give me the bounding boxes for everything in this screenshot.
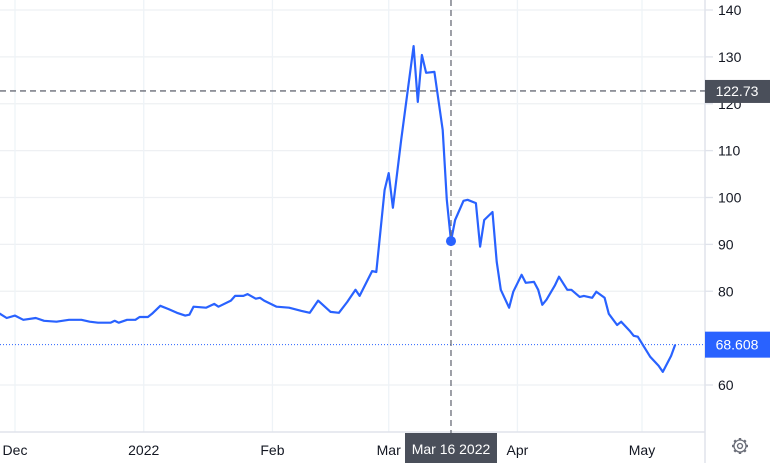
x-tick-label: Feb — [260, 442, 284, 458]
hover-point — [445, 236, 456, 247]
x-tick-label: Mar — [377, 442, 401, 458]
x-tick-label: Apr — [507, 442, 529, 458]
gear-icon[interactable] — [732, 438, 748, 454]
y-tick-label: 80 — [718, 283, 734, 299]
svg-text:Mar 16 2022: Mar 16 2022 — [412, 441, 491, 457]
y-tick-label: 90 — [718, 236, 734, 252]
series-line — [0, 45, 677, 373]
x-tick-label: Dec — [3, 442, 28, 458]
last-value-label: 68.608 — [705, 331, 770, 358]
crosshair-date-label: Mar 16 2022 — [404, 433, 497, 463]
y-tick-label: 130 — [718, 49, 742, 65]
x-axis[interactable]: Dec 2022 Feb Mar Apr May — [3, 442, 656, 458]
y-tick-label: 140 — [718, 2, 742, 18]
svg-text:68.608: 68.608 — [716, 337, 759, 353]
y-tick-label: 110 — [718, 143, 741, 159]
svg-text:122.73: 122.73 — [716, 83, 759, 99]
y-tick-label: 60 — [718, 377, 734, 393]
crosshair-price-label: 122.73 — [705, 79, 770, 103]
y-tick-label: 100 — [718, 190, 742, 206]
x-tick-label: 2022 — [128, 442, 159, 458]
grid — [0, 0, 705, 432]
x-tick-label: May — [629, 442, 655, 458]
